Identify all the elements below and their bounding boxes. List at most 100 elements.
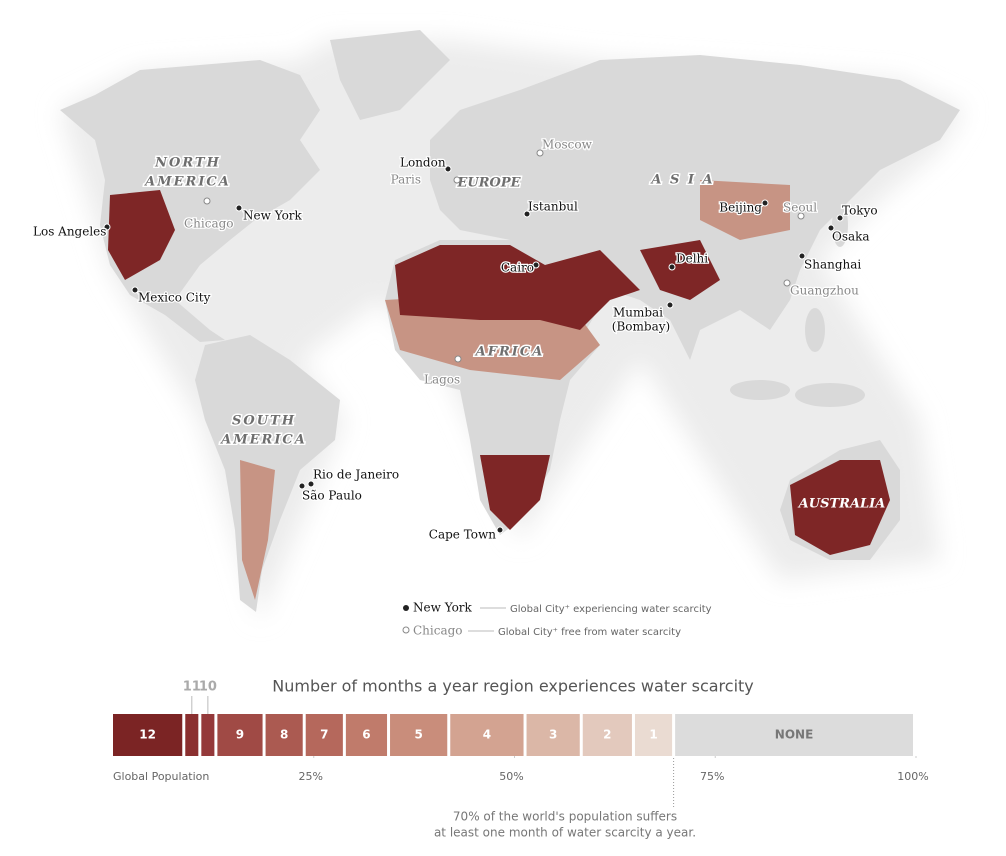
city-label: Moscow (542, 138, 593, 152)
city-label: Cape Town (429, 528, 497, 542)
legend-city: Chicago (413, 624, 463, 638)
scarcity-area (108, 190, 175, 280)
legend-dot (402, 626, 410, 634)
city-label: (Bombay) (612, 320, 670, 334)
city-dot (827, 224, 835, 232)
segment-label: 10 (199, 680, 217, 695)
legend-dot (403, 605, 409, 611)
city-dot (496, 526, 504, 534)
city-dot (444, 165, 452, 173)
city-label: São Paulo (302, 489, 362, 503)
x-tick-label: 25% (299, 770, 323, 783)
scarcity-chart: Number of months a year region experienc… (113, 677, 929, 840)
city-label: Lagos (424, 373, 460, 387)
map: NORTH AMERICA EUROPE A S I A AFRICA SOUT… (32, 30, 965, 639)
city-label: Delhi (676, 252, 708, 266)
region-label: EUROPE (456, 176, 521, 191)
city-dot (536, 149, 544, 157)
map-legend: New York Global City⁺ experiencing water… (402, 599, 712, 639)
city-label: Los Angeles (33, 225, 106, 239)
segment-label: NONE (775, 728, 813, 742)
cities: London Los Angeles New York Mexico City Ista… (32, 136, 879, 543)
city-label: London (400, 156, 446, 170)
segment-label: 7 (320, 728, 328, 742)
city-label: Shanghai (804, 258, 861, 272)
city-dot (454, 355, 462, 363)
scarcity-area (700, 180, 790, 240)
city-dot (797, 212, 805, 220)
city-dot (523, 210, 531, 218)
city-label: Mexico City (138, 291, 211, 305)
segment-label: 9 (236, 728, 244, 742)
city-dot (798, 252, 806, 260)
city-dot (666, 301, 674, 309)
legend-text: Global City⁺ free from water scarcity (498, 627, 681, 638)
legend-city: New York (413, 601, 473, 615)
segment-label: 1 (649, 728, 657, 742)
segment-label: 5 (414, 728, 422, 742)
bar-segment (634, 714, 673, 756)
bar-segment (201, 714, 215, 756)
city-label: Seoul (783, 201, 817, 215)
region-label: AMERICA (219, 433, 307, 448)
city-dot (307, 480, 315, 488)
bar-segment (305, 714, 343, 756)
city-label: Osaka (832, 230, 870, 244)
legend-text: Global City⁺ experiencing water scarcity (510, 604, 712, 615)
city-dot (103, 223, 111, 231)
bar-segment (390, 714, 448, 756)
x-axis-label: Global Population (113, 770, 209, 783)
city-label: Mumbai (613, 306, 663, 320)
city-label: Paris (391, 173, 421, 187)
bar-segment (345, 714, 388, 756)
bar-segment (265, 714, 303, 756)
bar-segment (675, 714, 913, 756)
bar-segment (526, 714, 580, 756)
scarcity-area (790, 460, 890, 555)
city-label: New York (243, 209, 303, 223)
scarcity-area (395, 245, 640, 330)
city-dot (298, 482, 306, 490)
segment-label: 6 (362, 728, 370, 742)
bar-segment (185, 714, 199, 756)
bar-segment (113, 714, 183, 756)
city-dot (131, 286, 139, 294)
annotation: 70% of the world's population suffers (453, 810, 677, 824)
city-dot (783, 279, 791, 287)
scarcity-area (640, 240, 720, 300)
greenland (330, 30, 450, 120)
island (730, 380, 790, 400)
bar-segment (582, 714, 632, 756)
segment-label: 4 (483, 728, 491, 742)
segment-label: 11 (183, 680, 201, 695)
annotation: at least one month of water scarcity a y… (434, 826, 696, 840)
region-labels: NORTH AMERICA EUROPE A S I A AFRICA SOUT… (142, 154, 886, 512)
chart-title: Number of months a year region experienc… (272, 677, 754, 696)
city-dot (453, 176, 461, 184)
city-dot (668, 263, 676, 271)
segment-label: 8 (280, 728, 288, 742)
scarcity-area (480, 455, 550, 530)
city-label: Istanbul (528, 200, 578, 214)
city-dot (836, 214, 844, 222)
segment-label: 3 (549, 728, 557, 742)
segment-label: 2 (603, 728, 611, 742)
scarcity-area (240, 460, 275, 600)
x-tick-label: 100% (897, 770, 928, 783)
x-tick-label: 75% (700, 770, 724, 783)
region-label: SOUTH (232, 414, 296, 429)
segment-label: 12 (139, 728, 156, 742)
city-label: Rio de Janeiro (313, 468, 399, 482)
city-label: Tokyo (842, 204, 878, 218)
city-dot (761, 199, 769, 207)
city-dot (235, 204, 243, 212)
island (805, 308, 825, 352)
island (795, 383, 865, 407)
x-tick-label: 50% (499, 770, 523, 783)
region-label: AMERICA (143, 175, 231, 190)
city-label: Guangzhou (790, 284, 859, 298)
scarcity-areas (108, 180, 890, 600)
city-label: Chicago (184, 217, 234, 231)
bar-segment (217, 714, 263, 756)
city-dot (532, 261, 540, 269)
